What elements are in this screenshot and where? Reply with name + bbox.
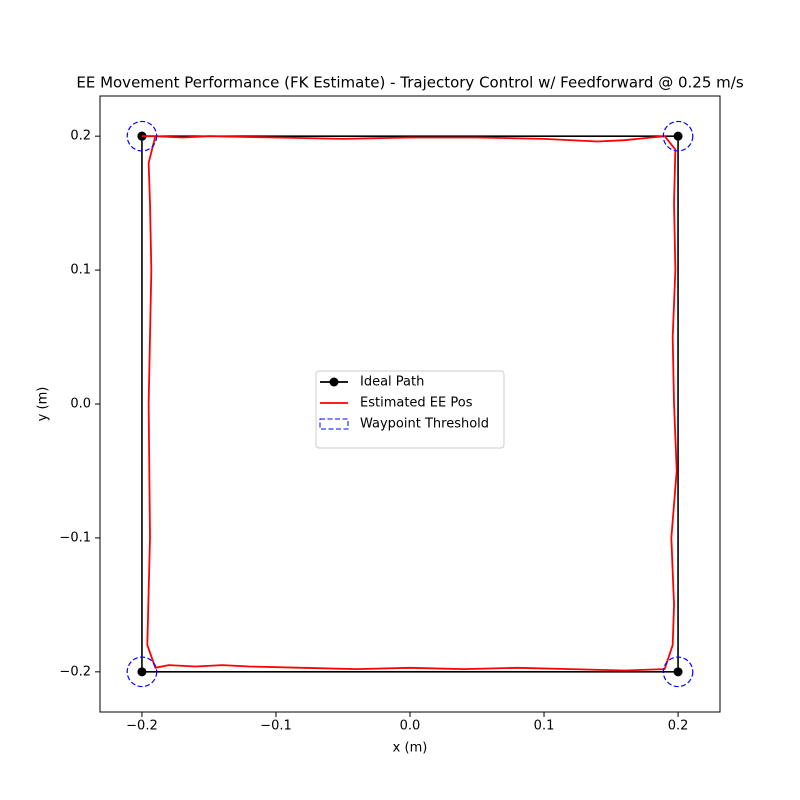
legend-box (315, 370, 505, 449)
y-tick-label: 0.0 (70, 397, 91, 412)
threshold-circle (126, 656, 158, 688)
threshold-circle (126, 120, 158, 152)
y-tick-label: −0.1 (59, 530, 91, 545)
x-tick-label: 0.0 (400, 719, 421, 734)
y-axis-label: y (m) (36, 387, 51, 422)
plot-area (126, 120, 694, 688)
x-tick-label: 0.1 (534, 719, 555, 734)
y-tick-label: 0.1 (70, 263, 91, 278)
point-marker (673, 667, 683, 677)
x-axis-label: x (m) (393, 741, 428, 756)
legend-label: Waypoint Threshold (360, 417, 489, 432)
x-tick-label: 0.2 (668, 719, 689, 734)
legend-swatch (319, 418, 349, 430)
chart-title: EE Movement Performance (FK Estimate) - … (76, 74, 743, 92)
y-tick-label: −0.2 (59, 664, 91, 679)
series-line (141, 135, 678, 672)
x-tick-label: −0.2 (126, 719, 158, 734)
legend-marker (329, 377, 339, 387)
x-tick-label: −0.1 (260, 719, 292, 734)
point-marker (137, 667, 147, 677)
point-marker (673, 131, 683, 141)
legend-label: Estimated EE Pos (360, 396, 473, 411)
legend-label: Ideal Path (360, 375, 424, 390)
legend: Ideal Path Estimated EE Pos Waypoint Thres… (315, 370, 505, 449)
threshold-circle (662, 656, 694, 688)
y-tick-label: 0.2 (70, 129, 91, 144)
threshold-circle (662, 120, 694, 152)
